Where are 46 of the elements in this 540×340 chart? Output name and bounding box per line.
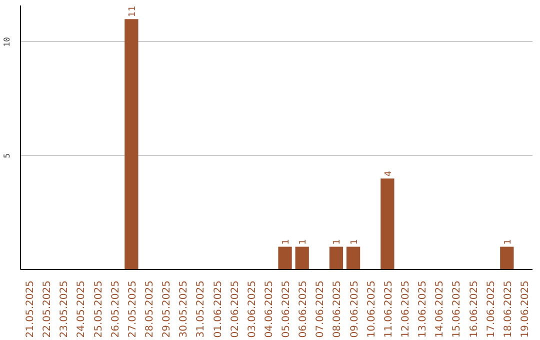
x-tick-label: 22.05.2025 [42, 280, 54, 338]
x-tick-label: 26.05.2025 [110, 280, 122, 338]
x-tick-label: 28.05.2025 [144, 280, 156, 338]
x-tick-label: 30.05.2025 [178, 280, 190, 338]
x-tick-label: 17.06.2025 [486, 280, 497, 338]
x-tick-label: 03.06.2025 [246, 280, 258, 338]
x-tick-label: 18.06.2025 [502, 280, 514, 338]
data-label: 1 [503, 239, 514, 245]
x-tick-label: 12.06.2025 [400, 280, 412, 338]
x-tick-label: 15.06.2025 [452, 280, 463, 338]
data-label: 11 [128, 6, 138, 18]
x-tick-label: 10.06.2025 [366, 280, 378, 338]
x-tick-label: 23.05.2025 [59, 280, 70, 338]
bar [124, 19, 138, 270]
x-tick-label: 25.05.2025 [93, 280, 104, 338]
x-tick-label: 09.06.2025 [349, 280, 360, 338]
bar [346, 246, 360, 270]
data-label: 1 [350, 239, 360, 245]
x-tick-label: 29.05.2025 [162, 280, 173, 338]
x-tick-label: 07.06.2025 [315, 280, 326, 338]
x-tick-label: 06.06.2025 [298, 280, 310, 338]
x-tick-label: 11.06.2025 [383, 280, 394, 338]
data-label: 4 [384, 170, 394, 176]
bar [278, 246, 292, 270]
x-tick-label: 24.05.2025 [76, 280, 88, 338]
bar [380, 178, 394, 270]
x-tick-label: 16.06.2025 [468, 280, 480, 338]
x-tick-label: 04.06.2025 [264, 280, 275, 338]
x-tick-label: 19.06.2025 [520, 280, 531, 338]
y-tick-label: 10 [2, 36, 12, 47]
x-tick-label: 21.05.2025 [25, 280, 36, 338]
x-tick-label: 08.06.2025 [332, 280, 344, 338]
y-tick-label: 5 [2, 153, 12, 158]
data-label: 1 [332, 239, 343, 245]
data-label: 1 [282, 239, 292, 245]
x-tick-label: 27.05.2025 [127, 280, 138, 338]
x-tick-label: 05.06.2025 [281, 280, 292, 338]
bar [500, 246, 514, 270]
x-tick-label: 01.06.2025 [212, 280, 224, 338]
x-tick-label: 14.06.2025 [434, 280, 446, 338]
x-tick-label: 02.06.2025 [230, 280, 241, 338]
x-tick-label: 13.06.2025 [418, 280, 429, 338]
bar [329, 246, 344, 270]
bar [295, 246, 309, 270]
x-tick-label: 31.05.2025 [196, 280, 207, 338]
data-label: 1 [298, 239, 309, 245]
